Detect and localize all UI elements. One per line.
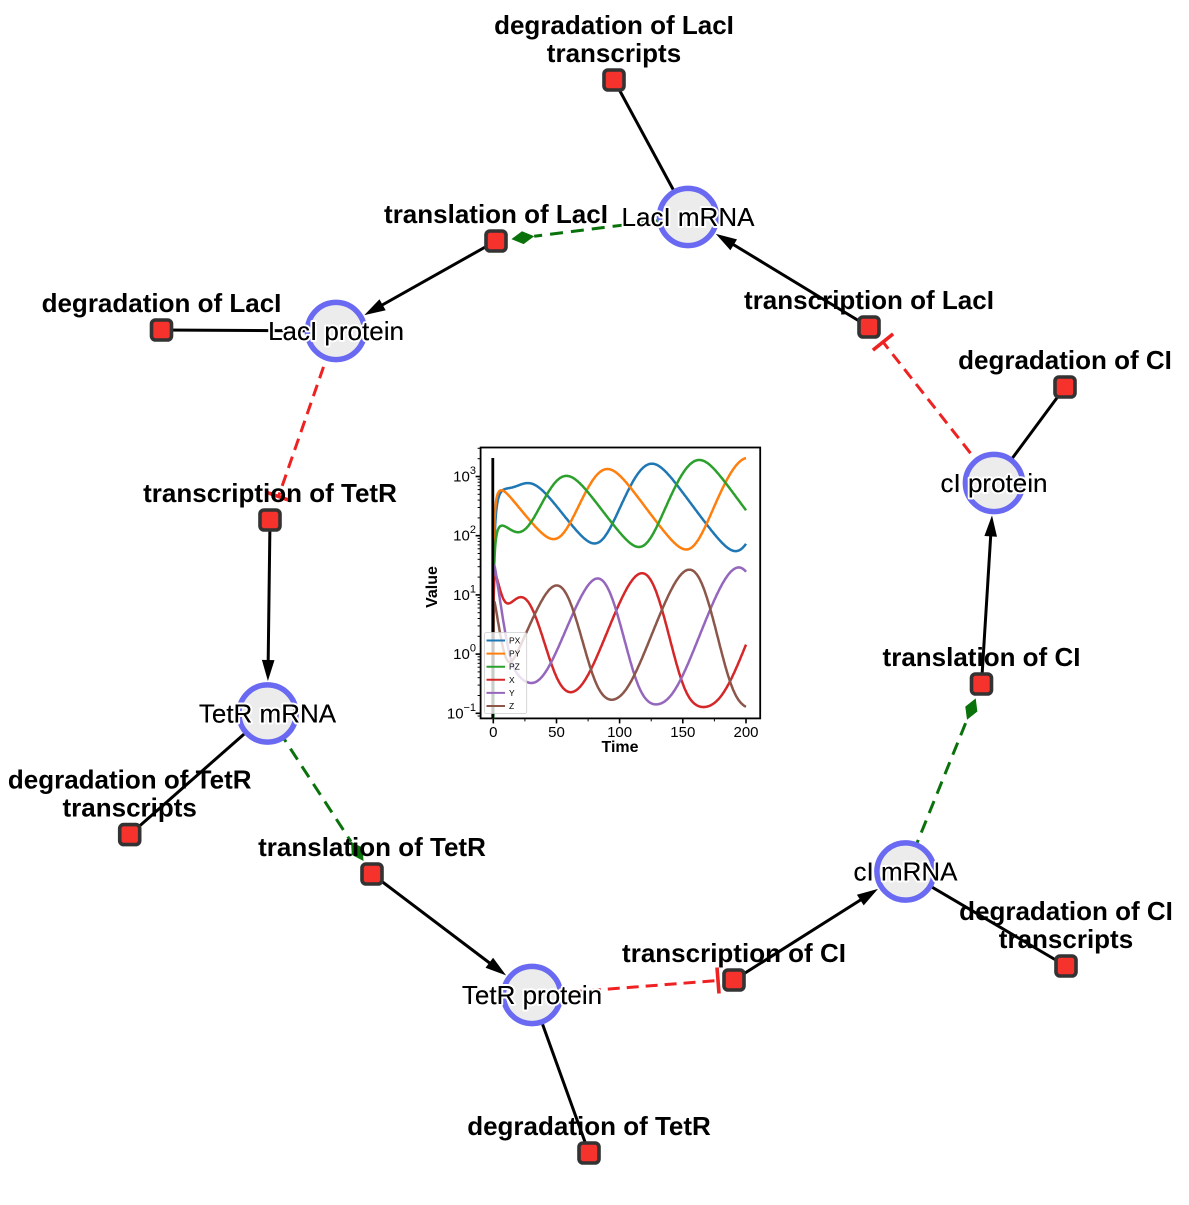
svg-text:LacI protein: LacI protein <box>268 316 404 346</box>
svg-text:TetR protein: TetR protein <box>462 980 602 1010</box>
svg-text:degradation of CI: degradation of CI <box>958 345 1172 375</box>
svg-text:1: 1 <box>470 583 476 595</box>
svg-text:TetR protein: TetR protein <box>462 980 602 1010</box>
svg-text:cI mRNA: cI mRNA <box>854 857 959 887</box>
svg-text:50: 50 <box>548 724 565 741</box>
svg-text:translation of TetR: translation of TetR <box>258 832 486 862</box>
svg-text:PX: PX <box>509 636 521 646</box>
svg-text:0: 0 <box>489 724 497 741</box>
svg-text:cI mRNA: cI mRNA <box>854 857 959 887</box>
svg-text:TetR mRNA: TetR mRNA <box>199 699 337 729</box>
svg-text:TetR mRNA: TetR mRNA <box>199 699 337 729</box>
svg-text:3: 3 <box>470 465 476 477</box>
svg-text:LacI protein: LacI protein <box>268 316 404 346</box>
svg-text:−1: −1 <box>463 702 476 714</box>
svg-text:transcription of CI: transcription of CI <box>622 938 846 968</box>
svg-text:10: 10 <box>453 646 470 663</box>
svg-text:10: 10 <box>447 705 464 722</box>
svg-text:cI protein: cI protein <box>941 468 1048 498</box>
svg-text:Y: Y <box>509 688 515 698</box>
svg-text:LacI mRNA: LacI mRNA <box>622 202 756 232</box>
svg-text:10: 10 <box>453 587 470 604</box>
svg-text:200: 200 <box>733 724 758 741</box>
svg-text:10: 10 <box>453 528 470 545</box>
svg-text:degradation of TetR: degradation of TetR <box>8 765 252 795</box>
svg-text:PY: PY <box>509 649 521 659</box>
svg-text:degradation of LacI: degradation of LacI <box>494 10 734 40</box>
svg-text:degradation of LacI: degradation of LacI <box>42 288 282 318</box>
svg-text:Z: Z <box>509 701 514 711</box>
svg-text:100: 100 <box>607 724 632 741</box>
svg-text:transcripts: transcripts <box>63 793 197 823</box>
svg-text:PZ: PZ <box>509 662 520 672</box>
svg-text:degradation of TetR: degradation of TetR <box>467 1111 711 1141</box>
svg-text:0: 0 <box>470 643 476 655</box>
svg-text:X: X <box>509 675 515 685</box>
svg-text:translation of LacI: translation of LacI <box>384 199 608 229</box>
svg-text:Value: Value <box>424 566 441 608</box>
svg-text:transcription of LacI: transcription of LacI <box>744 285 994 315</box>
svg-text:transcription of TetR: transcription of TetR <box>143 478 397 508</box>
svg-text:transcripts: transcripts <box>999 924 1133 954</box>
svg-text:translation of CI: translation of CI <box>883 642 1081 672</box>
svg-text:Time: Time <box>601 739 638 756</box>
svg-text:150: 150 <box>670 724 695 741</box>
svg-text:10: 10 <box>453 469 470 486</box>
svg-text:LacI mRNA: LacI mRNA <box>622 202 756 232</box>
svg-text:degradation of CI: degradation of CI <box>959 896 1173 926</box>
svg-text:2: 2 <box>470 524 476 536</box>
svg-text:cI protein: cI protein <box>941 468 1048 498</box>
svg-text:transcripts: transcripts <box>547 38 681 68</box>
